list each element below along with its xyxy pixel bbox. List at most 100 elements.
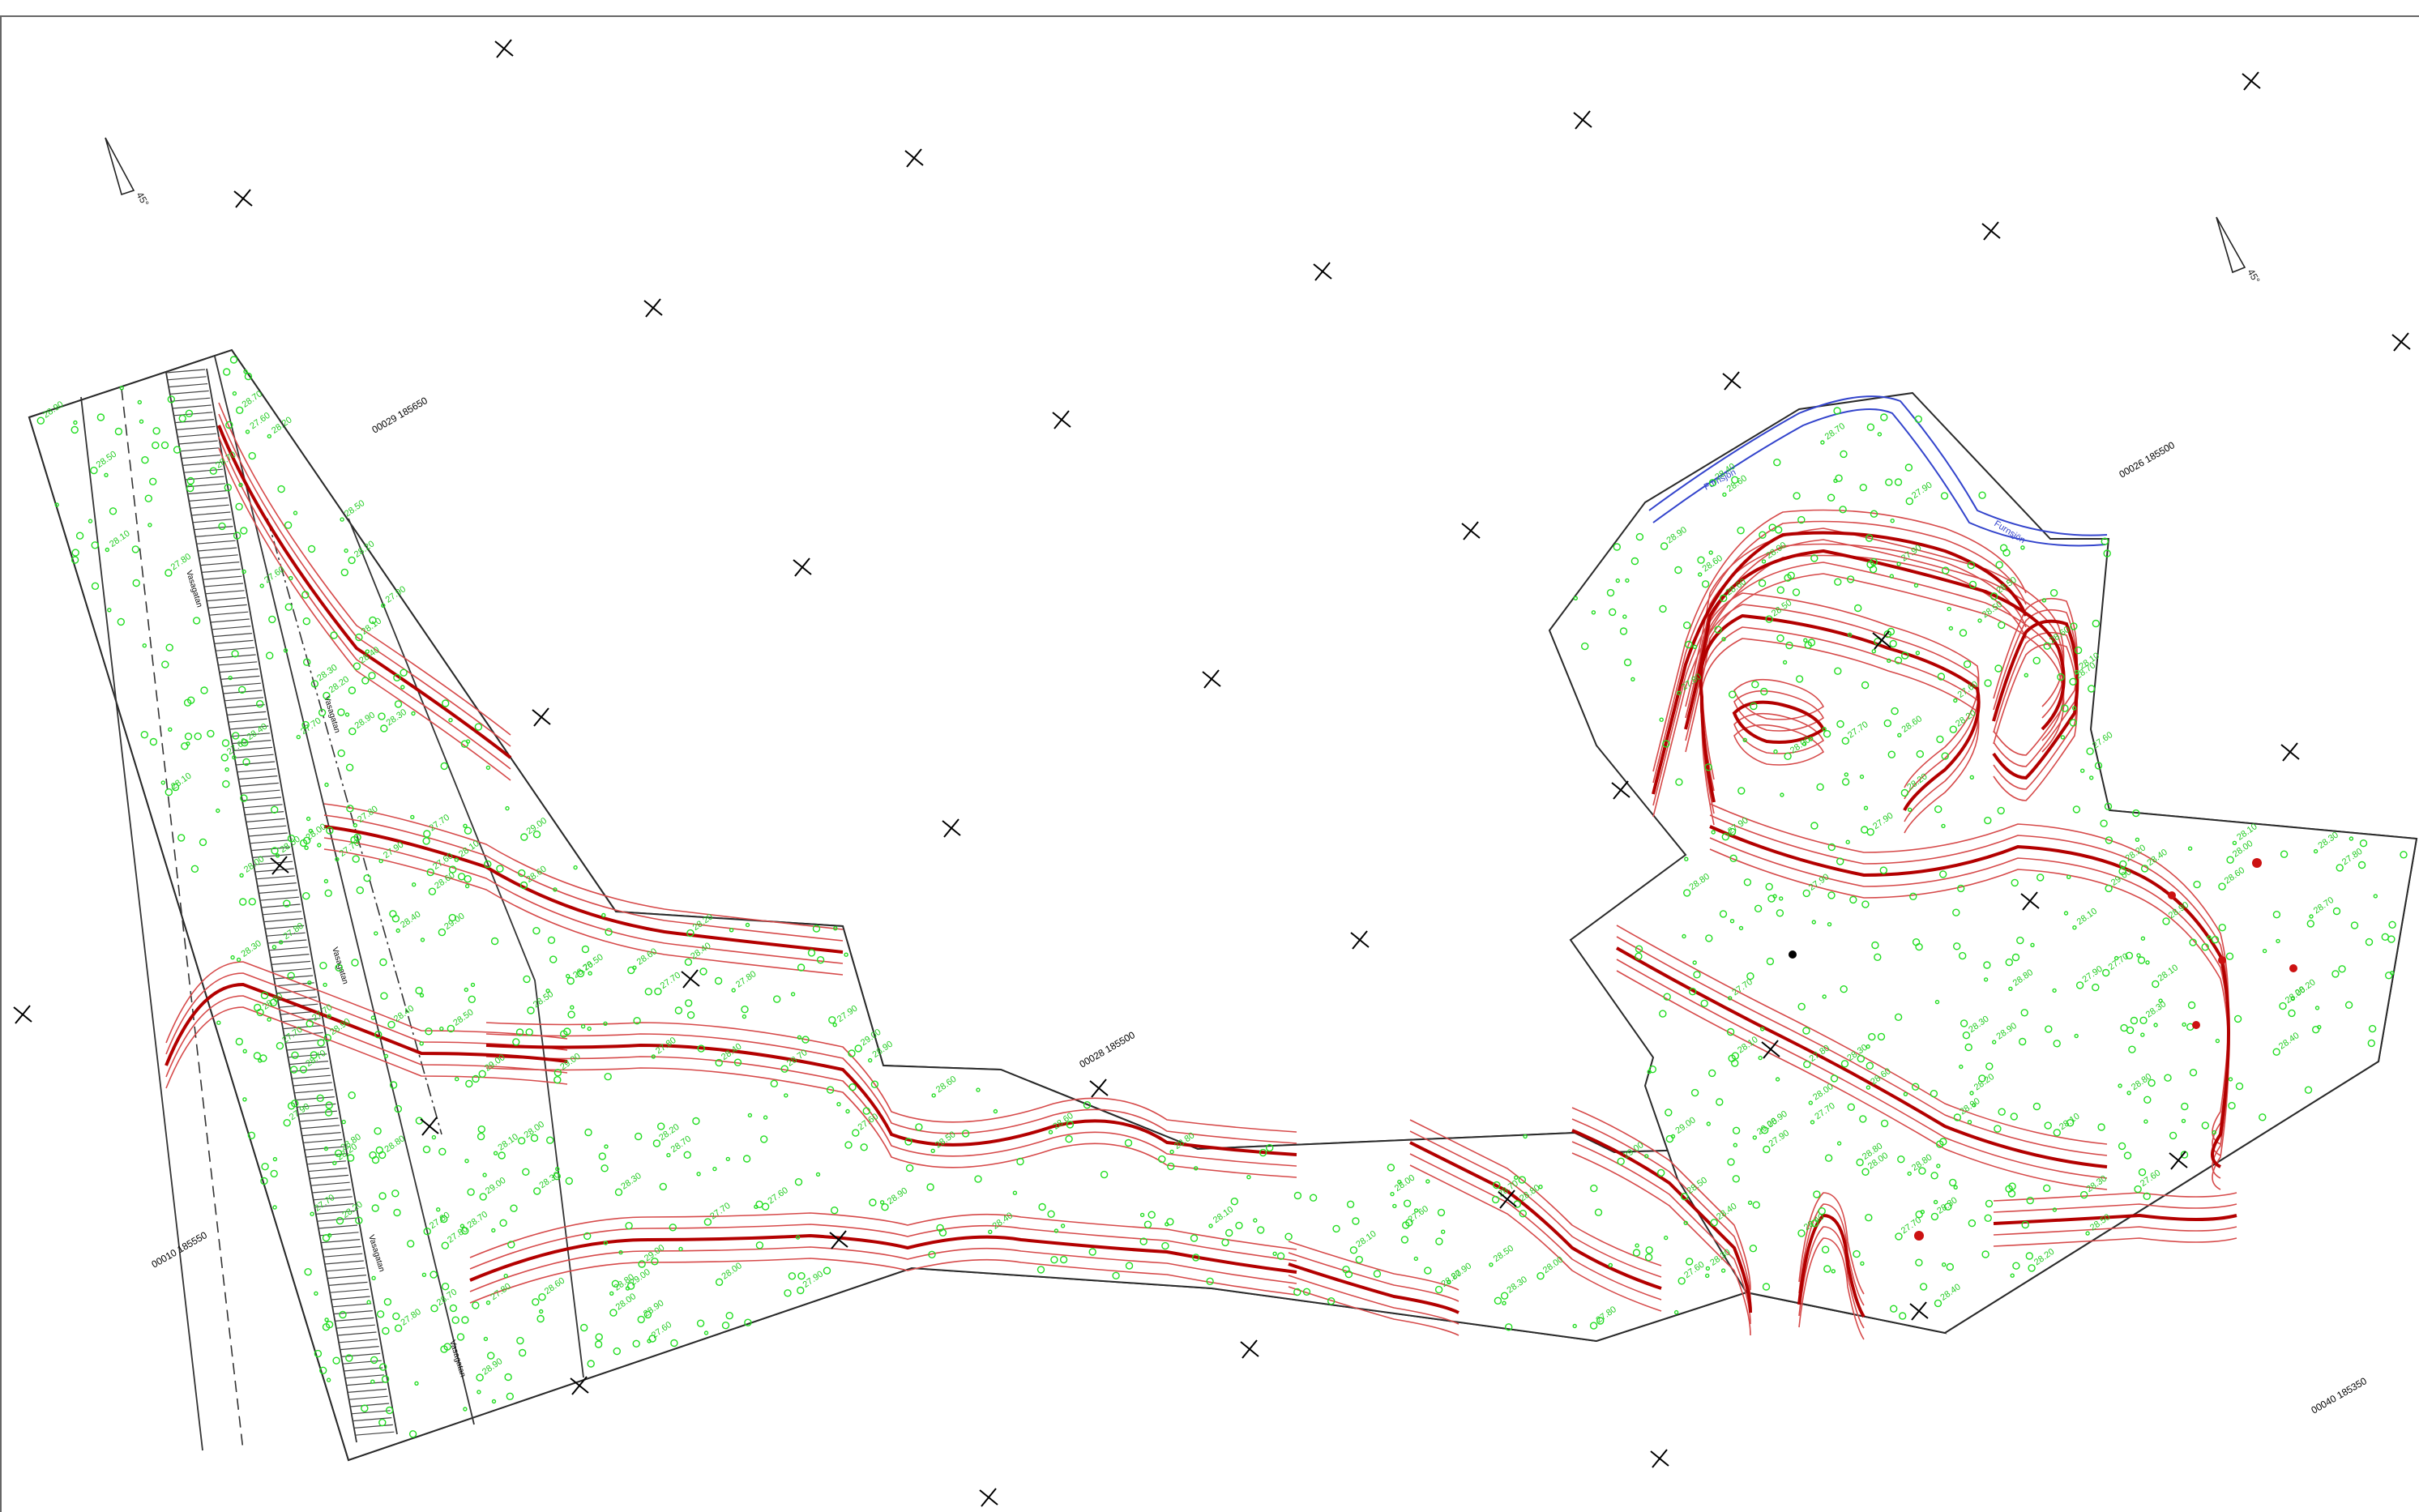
survey-point-icon <box>1877 432 1883 437</box>
survey-point-icon <box>2072 925 2077 930</box>
survey-point-icon <box>2066 874 2071 880</box>
survey-point-icon <box>1012 1190 1018 1195</box>
survey-point-icon <box>448 865 457 873</box>
survey-point-icon <box>165 643 173 651</box>
survey-point-icon <box>1752 1201 1760 1209</box>
survey-point-icon <box>2140 865 2149 873</box>
survey-point-icon <box>308 828 314 834</box>
survey-point-icon <box>465 1079 473 1088</box>
survey-point-icon <box>1675 778 1683 786</box>
survey-point-icon <box>930 1148 935 1154</box>
survey-point-icon <box>1773 459 1781 467</box>
survey-point-icon <box>301 591 310 599</box>
survey-point-icon <box>1047 1210 1055 1219</box>
survey-point-icon <box>1710 1219 1718 1227</box>
survey-point-icon <box>715 1278 724 1287</box>
survey-point-icon <box>389 1081 398 1089</box>
survey-point-icon <box>1953 698 1958 703</box>
survey-point-icon <box>2061 704 2069 712</box>
survey-point-icon <box>2025 1252 2034 1260</box>
survey-point-icon <box>221 739 230 747</box>
survey-point-icon <box>1352 1217 1360 1225</box>
survey-point-icon <box>340 517 344 522</box>
survey-point-icon <box>1803 638 1808 643</box>
survey-point-icon <box>744 1318 752 1326</box>
survey-point-icon <box>587 1026 592 1031</box>
north-label-left: 45° <box>134 190 151 209</box>
survey-point-icon <box>1960 1019 1968 1027</box>
survey-point-icon <box>2228 1101 2236 1110</box>
survey-point-icon <box>988 1229 993 1235</box>
survey-point-icon <box>1284 1232 1293 1241</box>
survey-point-icon <box>659 1182 667 1191</box>
survey-point-icon <box>1840 1060 1849 1068</box>
survey-point-icon <box>1693 971 1701 979</box>
survey-point-icon <box>1958 951 1967 960</box>
survey-point-icon <box>1866 1085 1871 1090</box>
survey-point-icon <box>141 456 149 464</box>
survey-point-icon <box>149 737 158 746</box>
survey-point-icon <box>468 995 476 1004</box>
contour-line <box>485 1056 1297 1167</box>
survey-point-icon <box>1434 1285 1443 1294</box>
survey-point-icon <box>2331 970 2340 978</box>
survey-point-icon <box>355 633 363 642</box>
survey-point-icon <box>389 910 397 918</box>
survey-point-icon <box>643 1310 652 1319</box>
survey-point-icon <box>1518 1176 1527 1184</box>
grid-cross-icon <box>1761 1040 1780 1059</box>
survey-point-icon <box>1760 1126 1769 1134</box>
index-contour <box>217 425 512 759</box>
index-contour <box>323 825 844 954</box>
survey-point-icon <box>686 929 695 938</box>
survey-point-icon <box>560 1030 568 1038</box>
survey-point-icon <box>2357 861 2366 869</box>
grid-cross-icon <box>829 1230 848 1249</box>
contour-line <box>218 413 511 747</box>
survey-point-icon <box>2181 1118 2186 1124</box>
survey-point-icon <box>1849 895 1857 904</box>
survey-point-icon <box>148 477 157 485</box>
survey-point-icon <box>319 961 327 970</box>
survey-point-icon <box>1276 1252 1285 1260</box>
survey-point-icon <box>633 1016 641 1025</box>
survey-point-icon <box>383 1053 389 1059</box>
survey-point-icon <box>1856 1158 1864 1167</box>
survey-point-icon <box>1697 572 1703 577</box>
survey-point-icon <box>1435 1237 1443 1245</box>
survey-point-icon <box>147 523 152 527</box>
survey-point-icon <box>609 1291 614 1296</box>
survey-point-icon <box>1776 634 1784 643</box>
survey-point-icon <box>657 1122 665 1130</box>
survey-point-icon <box>287 972 295 980</box>
survey-point-icon <box>1977 618 1982 623</box>
survey-point-icon <box>327 1014 331 1019</box>
survey-point-icon <box>1813 1190 1821 1198</box>
survey-point-icon <box>2226 856 2234 864</box>
survey-point-icon <box>2193 880 2201 889</box>
survey-point-icon <box>1659 604 1667 613</box>
survey-point-icon <box>1797 1229 1806 1237</box>
survey-point-icon <box>1991 1040 1997 1044</box>
survey-point-icon <box>836 1101 841 1107</box>
survey-point-icon <box>1877 1032 1886 1041</box>
contour-line <box>1709 848 2229 1190</box>
survey-point-icon <box>1997 806 2005 815</box>
survey-point-icon <box>1573 596 1579 600</box>
survey-point-icon <box>260 1177 268 1185</box>
survey-point-icon <box>225 421 233 429</box>
survey-point-icon <box>1930 1172 1938 1180</box>
survey-point-icon <box>2143 1096 2152 1104</box>
survey-point-icon <box>218 522 226 531</box>
survey-point-icon <box>2232 840 2237 846</box>
grid-cross-icon <box>233 189 253 208</box>
survey-point-icon <box>2041 598 2047 603</box>
survey-point-icon <box>1985 1199 1994 1208</box>
survey-point-icon <box>474 723 483 731</box>
survey-point-icon <box>703 1218 712 1226</box>
survey-point-icon <box>88 519 93 523</box>
survey-point-icon <box>539 1309 544 1314</box>
survey-point-icon <box>283 648 288 653</box>
survey-point-icon <box>2126 1026 2135 1035</box>
survey-point-icon <box>828 1016 836 1024</box>
